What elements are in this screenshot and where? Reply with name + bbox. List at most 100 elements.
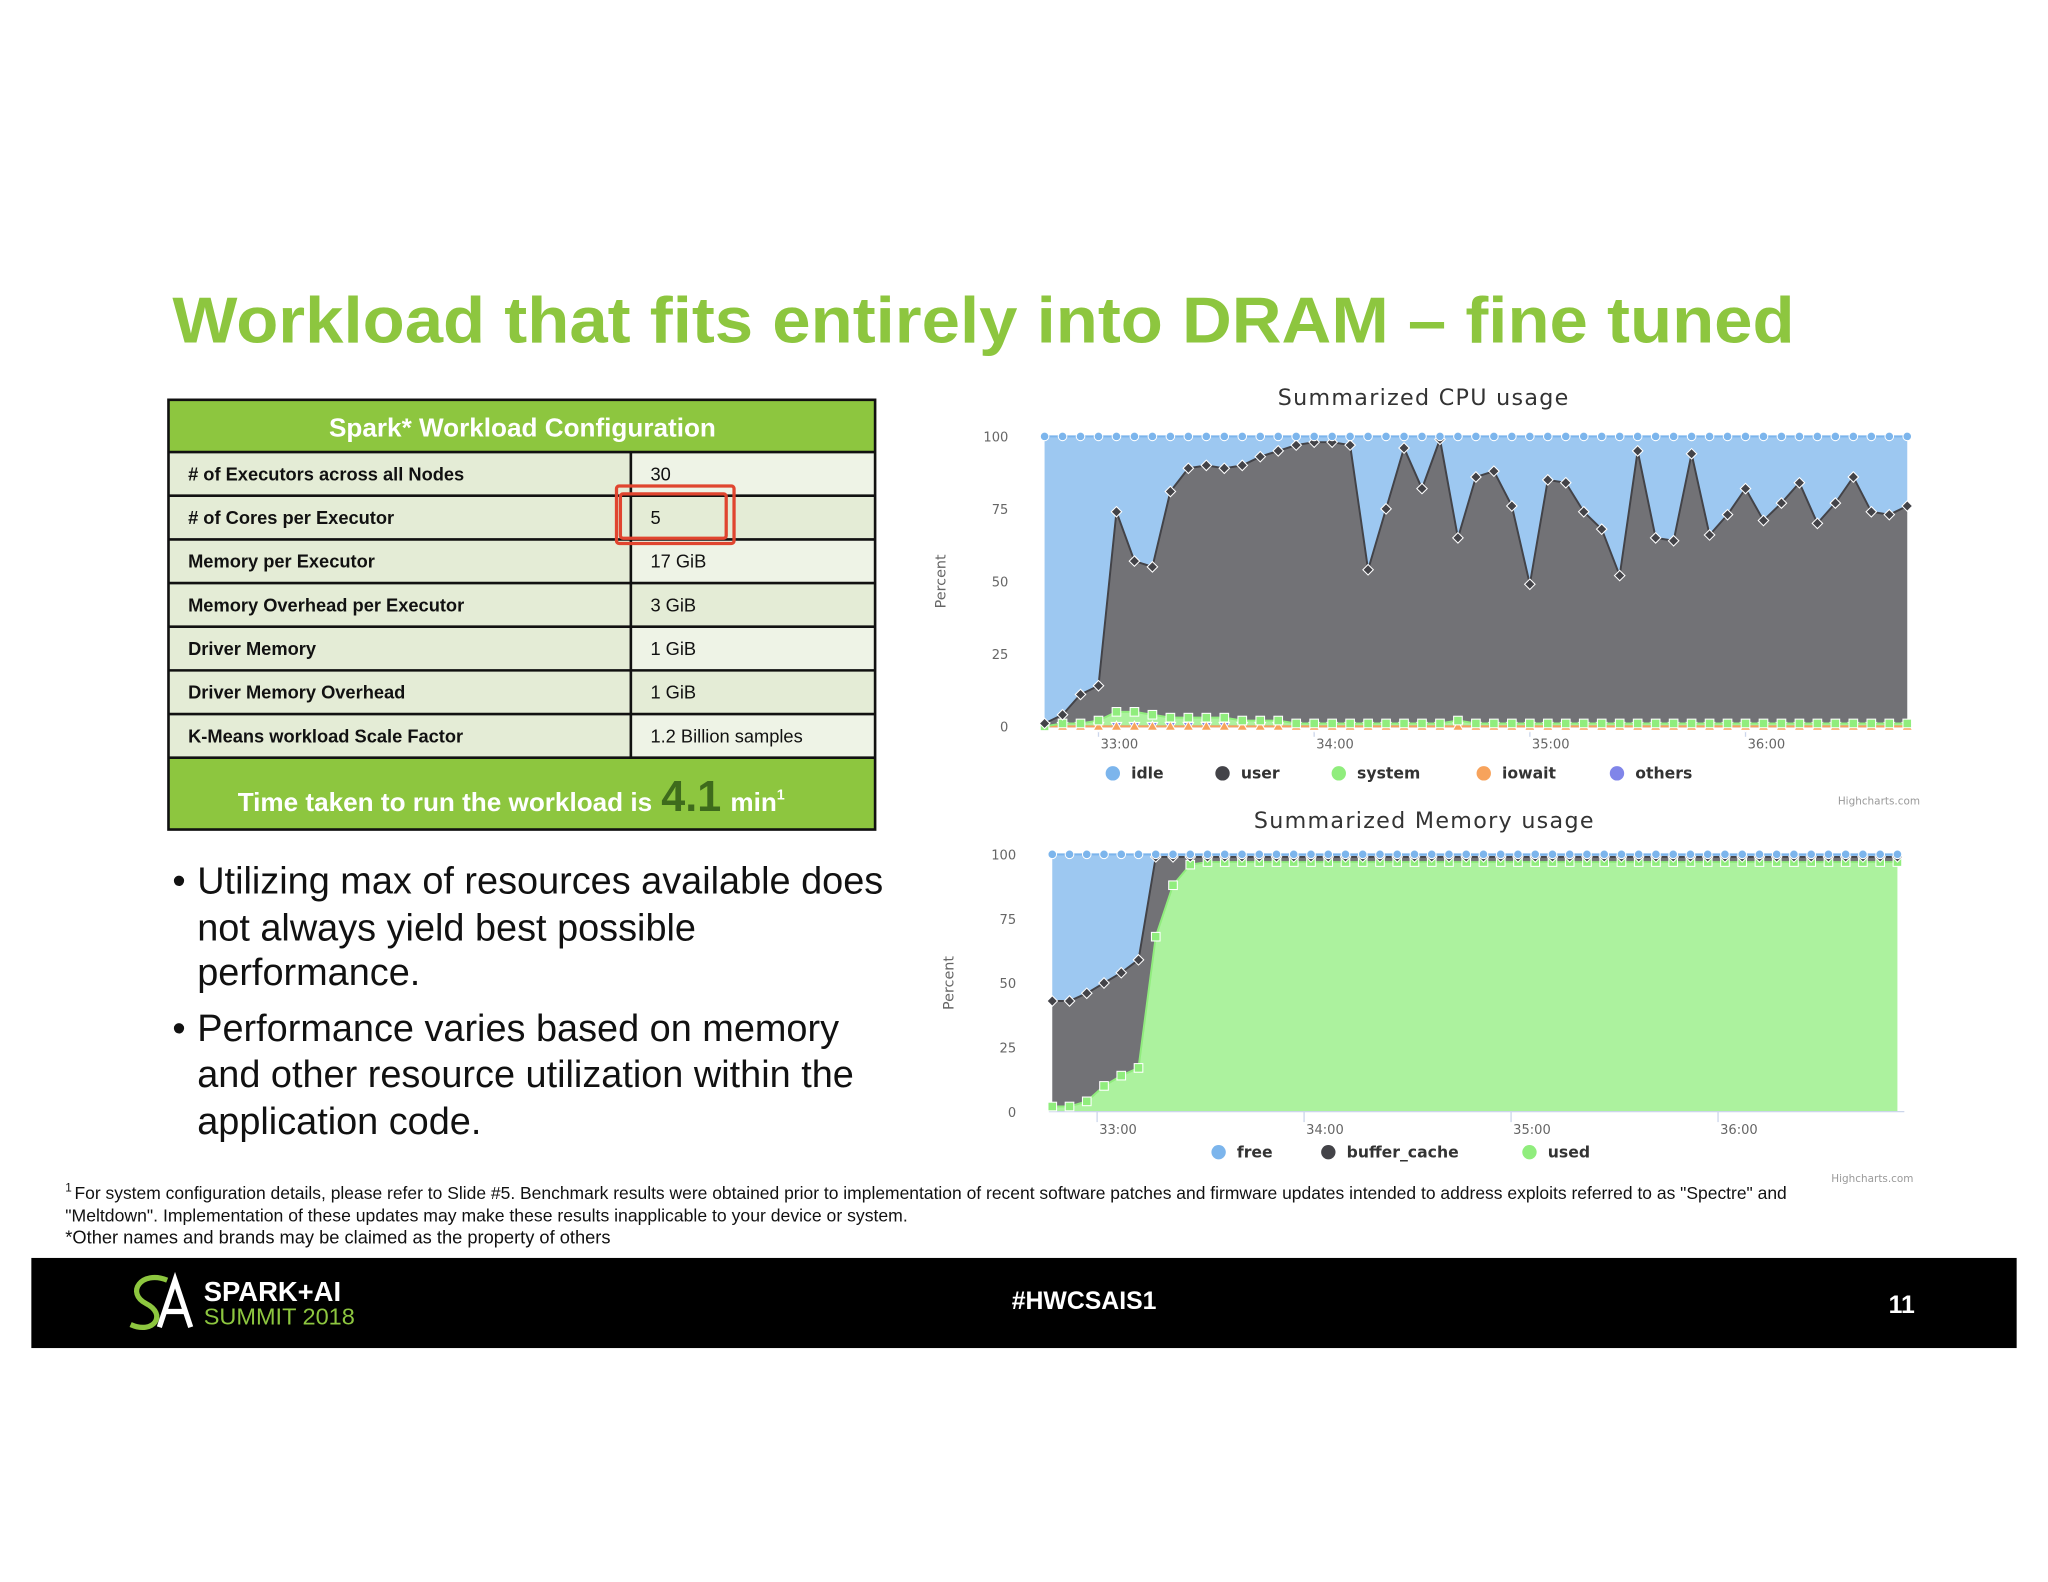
marker (1840, 849, 1851, 860)
y-tick-label: 25 (1000, 1042, 1017, 1057)
marker (1451, 531, 1464, 544)
marker (1754, 849, 1765, 860)
marker (1064, 1101, 1075, 1112)
marker (1507, 431, 1517, 442)
legend-label: idle (1131, 764, 1164, 783)
marker (1063, 995, 1076, 1007)
marker (1775, 497, 1788, 510)
marker (1075, 431, 1086, 442)
memory-chart: Summarized Memory usage 0 25 50 75 100 Percent… (941, 808, 1913, 1185)
legend-label: user (1241, 764, 1280, 783)
y-tick-label: 50 (992, 576, 1009, 591)
marker (1164, 485, 1177, 498)
legend-label: iowait (1502, 764, 1557, 783)
marker (1720, 849, 1730, 860)
legend-label: others (1635, 764, 1692, 783)
table-row-bg (630, 626, 876, 671)
legend-marker (1331, 766, 1346, 781)
marker (1409, 849, 1420, 860)
marker (1272, 720, 1285, 731)
marker (1291, 718, 1302, 729)
marker (1875, 849, 1886, 860)
marker (1345, 431, 1355, 442)
y-tick-label: 50 (1000, 977, 1017, 992)
marker (1883, 508, 1896, 521)
x-tick-label: 36:00 (1748, 738, 1786, 753)
marker (1110, 505, 1123, 518)
marker (1542, 431, 1553, 442)
table-key: Driver Memory Overhead (188, 682, 405, 703)
marker (1237, 849, 1247, 860)
marker (1489, 718, 1499, 729)
marker (1255, 715, 1266, 726)
table-key: # of Executors across all Nodes (188, 463, 464, 484)
marker (1668, 431, 1679, 442)
table-row-bg (168, 670, 631, 715)
marker (1542, 718, 1553, 729)
marker (1884, 431, 1895, 442)
credits: Highcharts.com (1838, 796, 1920, 808)
marker (1344, 439, 1357, 452)
marker (1327, 718, 1337, 729)
bullet-dot: • (172, 1008, 185, 1050)
marker (1399, 431, 1409, 442)
marker (1081, 849, 1092, 860)
marker (1168, 849, 1178, 860)
highlight (614, 484, 736, 546)
marker (1081, 1096, 1092, 1107)
footnote-mark: 1 (65, 1181, 72, 1194)
marker (1595, 523, 1608, 536)
marker (1168, 880, 1178, 891)
slide-title: Workload that fits entirely into DRAM – … (172, 283, 1794, 356)
marker (1099, 849, 1109, 860)
marker (1651, 849, 1661, 860)
config-table: Spark* Workload Configuration Time taken… (167, 398, 877, 831)
footnote-other: *Other names and brands may be claimed a… (65, 1227, 610, 1248)
highlight (618, 492, 728, 540)
area-fill (1044, 439, 1908, 727)
marker (1902, 431, 1913, 442)
marker (1237, 715, 1248, 726)
table-row-bg (630, 583, 876, 627)
marker (1722, 718, 1733, 729)
marker (1632, 718, 1643, 729)
marker (1668, 718, 1679, 729)
marker (1182, 720, 1195, 731)
marker (1340, 849, 1351, 860)
marker (1812, 431, 1823, 442)
footer-bar (31, 1257, 2017, 1349)
logo-bottom: SUMMIT 2018 (204, 1304, 355, 1330)
y-tick-label: 100 (983, 431, 1008, 446)
table-row-bg (168, 495, 631, 540)
marker (1417, 718, 1427, 729)
table-row-bg (630, 495, 876, 540)
marker (1686, 431, 1697, 442)
marker (1254, 450, 1267, 463)
marker (1129, 431, 1140, 442)
marker (1202, 849, 1213, 860)
marker (1478, 849, 1489, 860)
marker (1380, 502, 1393, 515)
marker (1578, 431, 1589, 442)
x-tick-label: 34:00 (1306, 1123, 1344, 1138)
marker (1721, 508, 1734, 521)
summary-bg (168, 757, 876, 830)
marker (1200, 459, 1213, 472)
marker (1541, 473, 1554, 486)
marker (1866, 431, 1877, 442)
marker (1165, 712, 1176, 723)
marker (1271, 849, 1282, 860)
marker (1865, 505, 1878, 518)
marker (1892, 849, 1903, 860)
marker (1132, 953, 1145, 966)
marker (1110, 720, 1123, 731)
marker (1577, 505, 1590, 518)
marker (1272, 444, 1285, 457)
marker (1685, 447, 1698, 460)
bullet-line: application code. (197, 1101, 481, 1143)
x-tick-label: 33:00 (1101, 738, 1139, 753)
marker (1757, 514, 1770, 527)
marker (1829, 497, 1842, 510)
marker (1435, 431, 1445, 442)
